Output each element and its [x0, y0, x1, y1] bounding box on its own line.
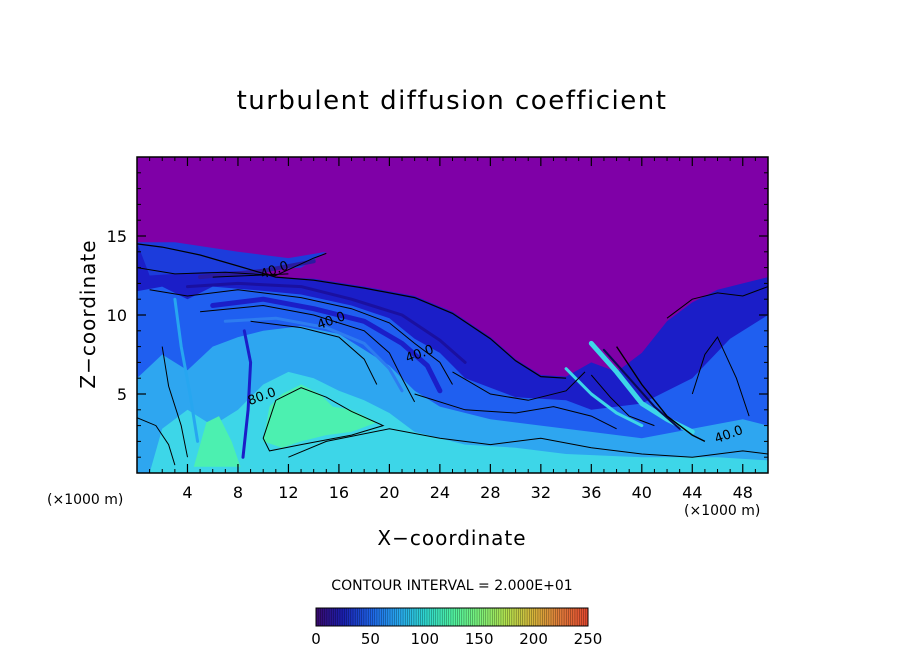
y-axis-label: Z−coordinate	[76, 239, 100, 389]
swirl-band	[186, 281, 467, 364]
x-tick-label: 12	[278, 483, 298, 502]
contour-line	[452, 371, 586, 401]
contour-line	[616, 346, 706, 443]
swirl-band	[241, 329, 253, 459]
contour-line	[288, 428, 768, 458]
contour-line	[200, 304, 416, 403]
colorbar-tick-label: 250	[574, 630, 603, 648]
x-tick-label: 16	[329, 483, 349, 502]
swirl-band	[602, 348, 681, 430]
chart-title: turbulent diffusion coefficient	[236, 86, 668, 116]
contour-line	[691, 336, 750, 417]
x-tick-label: 48	[733, 483, 753, 502]
y-tick-label: 15	[107, 227, 127, 246]
contour-line	[137, 252, 327, 277]
x-tick-label: 28	[480, 483, 500, 502]
swirl-band	[198, 259, 316, 280]
x-unit-left: (×1000 m)	[47, 492, 124, 508]
contour-line	[161, 346, 188, 458]
swirl-band	[210, 296, 443, 394]
colorbar-tick-label: 0	[311, 630, 321, 648]
y-tick-label: 5	[117, 385, 127, 404]
x-tick-label: 8	[233, 483, 243, 502]
colorbar-tick-label: 50	[361, 630, 380, 648]
swirl-band	[173, 297, 200, 443]
swirl-band	[588, 340, 695, 435]
swirl-band	[564, 367, 644, 428]
plot-area	[137, 157, 768, 473]
contour-line	[212, 273, 289, 278]
colorbar-tick-label: 150	[465, 630, 494, 648]
colorbar-tick-label: 200	[519, 630, 548, 648]
green-core	[263, 384, 377, 448]
contour-line	[414, 393, 617, 430]
x-tick-label: 44	[682, 483, 702, 502]
x-tick-label: 4	[182, 483, 192, 502]
x-unit-right: (×1000 m)	[684, 503, 761, 519]
contour-line	[250, 320, 378, 385]
contour-line	[137, 417, 176, 466]
green-core-left	[193, 416, 241, 467]
x-tick-label: 32	[531, 483, 551, 502]
x-tick-label: 40	[632, 483, 652, 502]
x-tick-label: 24	[430, 483, 450, 502]
colorbar-tick-label: 100	[410, 630, 439, 648]
x-axis-label: X−coordinate	[377, 526, 527, 550]
contour-line	[590, 374, 655, 427]
x-tick-label: 20	[379, 483, 399, 502]
contour-line	[262, 387, 385, 452]
colorbar	[315, 607, 589, 627]
contour-line	[149, 289, 453, 385]
contour-line	[137, 243, 567, 379]
contour-interval: CONTOUR INTERVAL = 2.000E+01	[331, 578, 573, 594]
contour-line	[666, 286, 768, 319]
swirl-band	[223, 316, 404, 393]
x-tick-label: 36	[581, 483, 601, 502]
y-tick-label: 10	[107, 306, 127, 325]
